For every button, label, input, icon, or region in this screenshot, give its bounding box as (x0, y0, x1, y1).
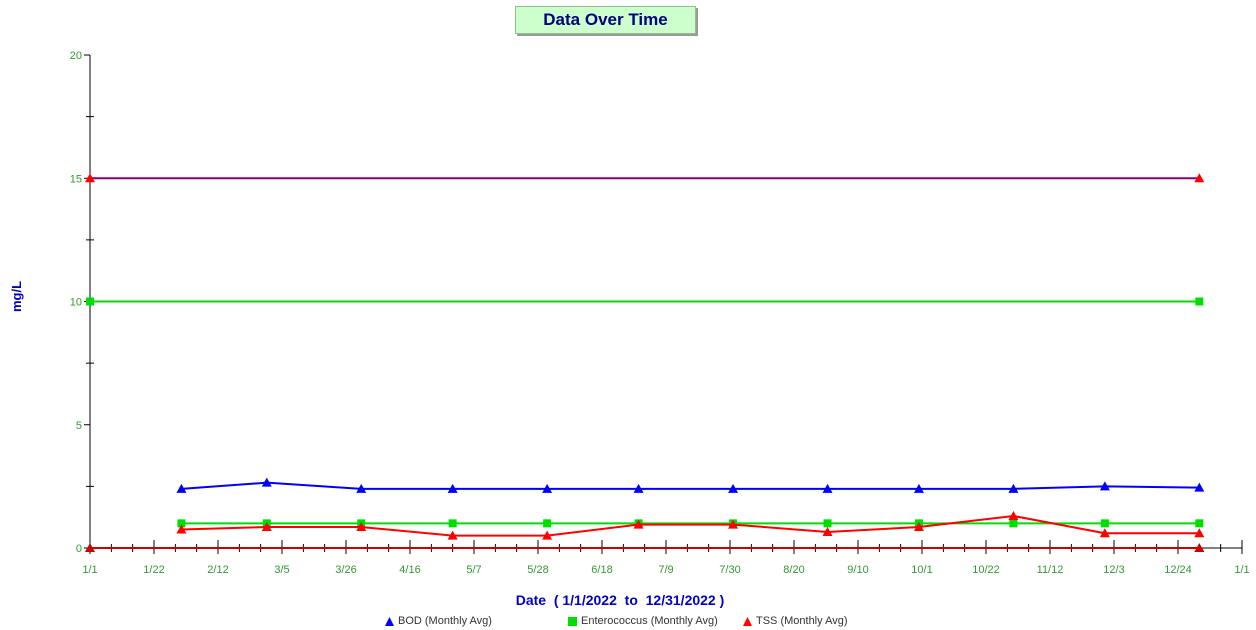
data-point (176, 524, 187, 534)
triangle-marker-icon (385, 616, 394, 626)
data-point (261, 522, 272, 532)
data-point (176, 483, 187, 493)
x-tick-label: 5/28 (527, 564, 548, 576)
chart-title: Data Over Time (515, 6, 696, 34)
limit-marker (85, 173, 95, 183)
legend-label: BOD (Monthly Avg) (398, 615, 492, 627)
x-tick-label: 5/7 (466, 564, 481, 576)
data-point (913, 483, 924, 493)
data-point (542, 530, 553, 540)
series-line-0 (181, 481, 1200, 490)
data-point (728, 519, 739, 529)
y-tick-label: 20 (70, 50, 82, 62)
y-tick-label: 10 (70, 297, 82, 309)
limit-marker (86, 297, 94, 306)
legend-label: Enterococcus (Monthly Avg) (581, 615, 718, 627)
data-point (1099, 481, 1110, 491)
data-point (1099, 528, 1110, 538)
data-point (913, 522, 924, 532)
data-point (1194, 482, 1205, 492)
y-tick-label: 5 (76, 420, 82, 432)
x-tick-label: 12/3 (1103, 564, 1124, 576)
data-point (1100, 519, 1109, 528)
data-point (447, 530, 458, 540)
triangle-marker-icon (743, 616, 752, 626)
data-point (356, 483, 367, 493)
square-marker-icon (568, 616, 577, 626)
data-point (1008, 510, 1019, 520)
x-tick-label: 7/9 (658, 564, 673, 576)
data-point (822, 483, 833, 493)
data-point (1195, 519, 1204, 528)
x-tick-label: 3/5 (274, 564, 289, 576)
legend-item-tss: TSS (Monthly Avg) (743, 613, 848, 629)
x-tick-label: 1/1 (82, 564, 97, 576)
data-point (448, 519, 457, 528)
data-point (823, 519, 832, 528)
legend: BOD (Monthly Avg) Enterococcus (Monthly … (380, 613, 940, 629)
x-axis-label: Date ( 1/1/2022 to 12/31/2022 ) (515, 592, 725, 608)
data-point (447, 483, 458, 493)
data-point (633, 519, 644, 529)
data-point (1009, 519, 1018, 528)
limit-marker (1194, 543, 1205, 552)
data-point (356, 522, 367, 532)
x-tick-label: 11/12 (1037, 564, 1064, 576)
limit-marker (1195, 297, 1204, 306)
limit-marker (1194, 173, 1205, 183)
y-tick-label: 0 (76, 543, 82, 555)
data-point (261, 477, 272, 487)
x-tick-label: 10/1 (911, 564, 932, 576)
legend-item-bod: BOD (Monthly Avg) (385, 613, 492, 629)
x-tick-label: 8/20 (783, 564, 804, 576)
x-tick-label: 1/1 (1234, 564, 1249, 576)
x-tick-label: 6/18 (591, 564, 612, 576)
data-point (728, 483, 739, 493)
x-tick-label: 9/10 (847, 564, 868, 576)
data-point (542, 483, 553, 493)
x-tick-label: 1/22 (143, 564, 164, 576)
limit-marker (85, 543, 95, 552)
x-tick-label: 2/12 (207, 564, 228, 576)
data-point (543, 519, 552, 528)
x-tick-label: 12/24 (1164, 564, 1192, 576)
legend-item-enterococcus: Enterococcus (Monthly Avg) (568, 613, 718, 629)
data-point (633, 483, 644, 493)
x-tick-label: 4/16 (399, 564, 420, 576)
data-point (1194, 528, 1205, 538)
data-point (177, 519, 186, 528)
x-tick-label: 7/30 (719, 564, 740, 576)
legend-label: TSS (Monthly Avg) (756, 615, 848, 627)
series-line-2 (181, 514, 1200, 537)
x-tick-label: 3/26 (335, 564, 356, 576)
y-tick-label: 15 (70, 173, 82, 185)
x-tick-label: 10/22 (972, 564, 1000, 576)
data-point (822, 526, 833, 536)
data-point (1008, 483, 1019, 493)
